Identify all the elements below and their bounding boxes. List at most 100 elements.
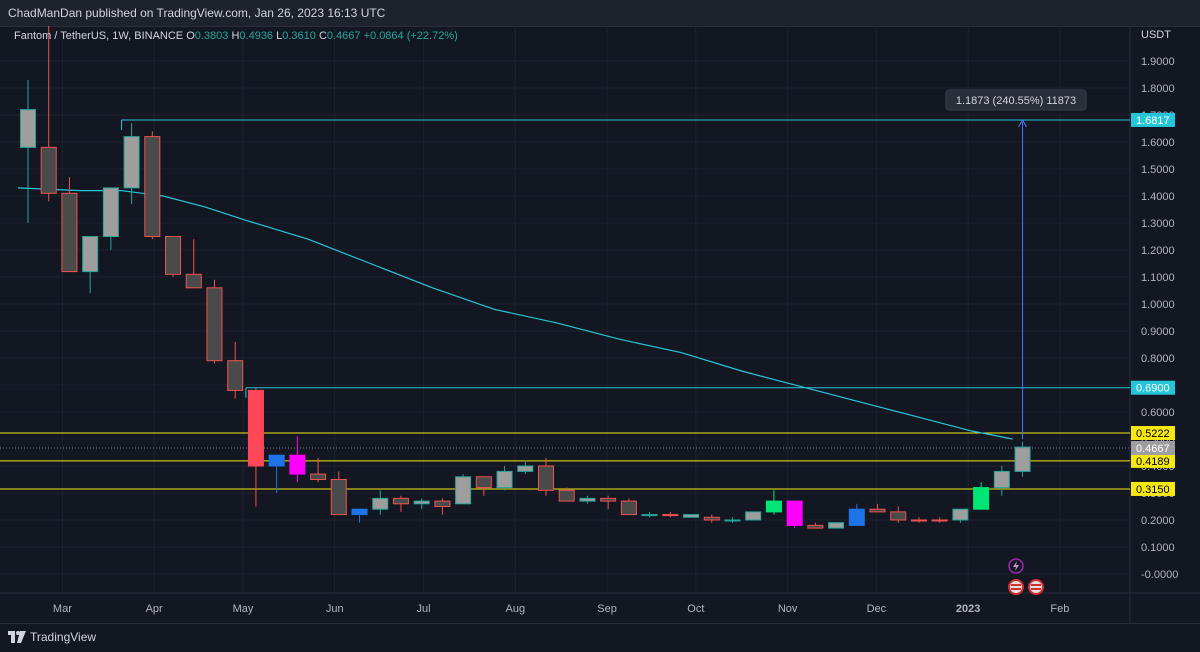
- symbol-legend: Fantom / TetherUS, 1W, BINANCE O0.3803 H…: [14, 30, 458, 42]
- candle[interactable]: [247, 387, 264, 507]
- candle-body: [372, 497, 389, 510]
- candle-body: [20, 109, 36, 148]
- level-tag: [1131, 380, 1175, 395]
- price-tick: 0.2000: [1141, 515, 1175, 527]
- candle[interactable]: [828, 522, 845, 529]
- current-price-tag: [1131, 440, 1175, 455]
- horizontal-levels: [0, 119, 1130, 490]
- us-flag-icon[interactable]: [1008, 579, 1024, 595]
- candle-body: [745, 511, 762, 521]
- price-tick: 1.1000: [1141, 272, 1175, 284]
- us-flag-icon[interactable]: [1028, 579, 1044, 595]
- candle[interactable]: [310, 457, 327, 483]
- us-flag-stripe: [1011, 584, 1021, 586]
- candle[interactable]: [973, 482, 990, 510]
- candle-body: [185, 273, 202, 289]
- candle-body: [330, 479, 347, 516]
- candle[interactable]: [517, 460, 534, 475]
- candle[interactable]: [144, 131, 161, 240]
- time-axis[interactable]: Mar Apr May Jun Jul Aug Sep Oct Nov Dec 2023 Feb: [53, 603, 1069, 615]
- candle[interactable]: [703, 514, 720, 523]
- candle[interactable]: [434, 498, 451, 515]
- candle[interactable]: [683, 514, 700, 518]
- candle[interactable]: [538, 457, 554, 496]
- candle-body: [600, 497, 617, 502]
- tradingview-logo[interactable]: TradingView: [8, 630, 96, 644]
- candle[interactable]: [869, 503, 886, 513]
- candle[interactable]: [496, 466, 513, 491]
- candle[interactable]: [475, 476, 492, 496]
- price-tick: 0.8000: [1141, 353, 1175, 365]
- candle[interactable]: [289, 436, 306, 483]
- candle[interactable]: [102, 187, 119, 250]
- candlestick-chart[interactable]: 1.1873 (240.55%) 11873 USDT 1.9000 1.8000 1.…: [0, 26, 1200, 623]
- price-tick: 1.3000: [1141, 218, 1175, 230]
- price-axis[interactable]: USDT1.90001.80001.70001.60001.50001.4000…: [1131, 29, 1178, 581]
- price-tick: 1.5000: [1141, 164, 1175, 176]
- candle[interactable]: [890, 506, 907, 523]
- candle[interactable]: [165, 236, 182, 278]
- candle-body: [910, 519, 927, 522]
- candle[interactable]: [1014, 441, 1031, 477]
- moving-average-line[interactable]: [17, 187, 1013, 440]
- time-tick: Apr: [146, 603, 163, 615]
- level-tag: [1131, 453, 1175, 468]
- candle[interactable]: [351, 508, 368, 523]
- candle[interactable]: [745, 511, 762, 521]
- candle[interactable]: [82, 236, 99, 294]
- candle[interactable]: [600, 495, 617, 510]
- candle[interactable]: [931, 517, 948, 523]
- candle-body: [351, 508, 368, 516]
- publish-info: ChadManDan published on TradingView.com,…: [8, 6, 386, 20]
- level-tag: [1131, 112, 1175, 127]
- candle[interactable]: [455, 474, 472, 505]
- candle-body: [641, 514, 658, 517]
- candle[interactable]: [40, 26, 57, 202]
- price-tick: -0.0000: [1141, 569, 1178, 581]
- candle[interactable]: [268, 454, 285, 493]
- candle[interactable]: [372, 490, 389, 515]
- time-tick: Oct: [687, 603, 704, 615]
- candle[interactable]: [206, 279, 223, 364]
- candle-body: [993, 470, 1010, 489]
- candle[interactable]: [724, 517, 741, 523]
- measure-label: 1.1873 (240.55%) 11873: [956, 95, 1076, 107]
- candle[interactable]: [952, 508, 969, 523]
- candle[interactable]: [227, 341, 244, 399]
- time-tick: Dec: [867, 603, 887, 615]
- footer-brand: TradingView: [30, 630, 97, 644]
- event-markers[interactable]: [1008, 558, 1044, 595]
- candle[interactable]: [392, 495, 409, 512]
- candle[interactable]: [848, 503, 865, 526]
- tradingview-logo-icon: [8, 631, 26, 643]
- candle[interactable]: [330, 471, 347, 516]
- candle-body: [102, 187, 119, 237]
- candle[interactable]: [123, 123, 140, 205]
- level-tag-label: 1.6817: [1136, 115, 1170, 127]
- candle[interactable]: [765, 490, 782, 515]
- candle[interactable]: [910, 517, 927, 523]
- candle[interactable]: [620, 498, 637, 516]
- time-tick: Aug: [505, 603, 525, 615]
- candle[interactable]: [786, 500, 803, 529]
- grid: [0, 26, 1130, 593]
- price-tick: 1.4000: [1141, 191, 1175, 203]
- candle[interactable]: [641, 511, 658, 518]
- candle[interactable]: [61, 177, 78, 273]
- candle[interactable]: [185, 239, 202, 289]
- candle[interactable]: [579, 495, 596, 504]
- measure-arrowhead-icon: [1018, 118, 1027, 128]
- time-tick: Jun: [326, 603, 344, 615]
- candle[interactable]: [20, 79, 36, 223]
- candle-body: [703, 516, 720, 521]
- price-tick: 1.9000: [1141, 56, 1175, 68]
- candle-body: [579, 497, 596, 502]
- candle[interactable]: [662, 511, 679, 518]
- candle[interactable]: [993, 466, 1010, 496]
- candle-body: [828, 522, 845, 529]
- candle[interactable]: [807, 522, 824, 529]
- candle[interactable]: [558, 487, 575, 502]
- candle[interactable]: [413, 498, 430, 510]
- candle-body: [123, 136, 140, 189]
- measure-tool[interactable]: 1.1873 (240.55%) 11873: [945, 89, 1087, 439]
